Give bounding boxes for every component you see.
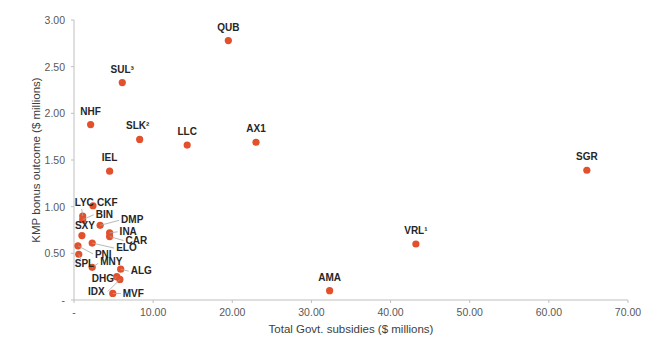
- x-tick: [469, 300, 470, 303]
- y-tick-label: 0.50: [45, 247, 66, 259]
- y-tick-label: 1.50: [45, 154, 66, 166]
- x-tick: [548, 300, 549, 303]
- point: [225, 37, 232, 44]
- leader-line: [115, 277, 117, 279]
- point: [583, 167, 590, 174]
- y-tick-label: 1.00: [45, 201, 66, 213]
- point-label: CKF: [97, 197, 118, 208]
- x-axis-line: [74, 300, 628, 301]
- x-tick: [390, 300, 391, 303]
- y-tick: [71, 66, 74, 67]
- y-tick: [71, 160, 74, 161]
- point-label: DHG: [92, 273, 114, 284]
- leader-line: [82, 209, 83, 216]
- y-tick-label: -: [62, 294, 66, 306]
- point-label: ALG: [131, 265, 152, 276]
- point-label: ELO: [116, 242, 137, 253]
- point-label: SLK²: [126, 120, 150, 131]
- point: [136, 136, 143, 143]
- y-tick: [71, 113, 74, 114]
- point-label: SGR: [576, 151, 598, 162]
- leader-line: [78, 246, 93, 254]
- x-tick: [232, 300, 233, 303]
- x-tick-label: 60.00: [536, 306, 562, 318]
- point-label: QUB: [217, 22, 239, 33]
- x-tick: [628, 300, 629, 303]
- leader-line: [110, 237, 124, 241]
- leader-line: [100, 220, 119, 225]
- point: [106, 233, 113, 240]
- chart: - 10.00 20.00 30.00 40.00 50.00 60.00 70.00 - 0.5…: [0, 0, 647, 343]
- point-label: DMP: [121, 214, 144, 225]
- point: [326, 287, 333, 294]
- point-label: VRL¹: [404, 225, 428, 236]
- point-label: BIN: [96, 209, 113, 220]
- point-label: LYC: [75, 197, 94, 208]
- points: [74, 37, 590, 297]
- point: [412, 240, 419, 247]
- y-tick: [71, 300, 74, 301]
- y-tick-label: 3.00: [45, 14, 66, 26]
- x-tick-label: 50.00: [457, 306, 483, 318]
- x-tick-label: 70.00: [615, 306, 641, 318]
- point-label: AX1: [246, 123, 266, 134]
- point-label: IEL: [102, 152, 118, 163]
- leader-line: [92, 243, 114, 248]
- point-label: SXY: [75, 220, 95, 231]
- leader-line: [110, 232, 118, 233]
- leader-line: [121, 269, 129, 271]
- x-tick: [311, 300, 312, 303]
- point-label: SPL: [75, 258, 94, 269]
- point-label: SUL³: [111, 64, 135, 75]
- x-tick-label: 30.00: [298, 306, 324, 318]
- x-tick-label: 10.00: [140, 306, 166, 318]
- x-tick-label: 40.00: [377, 306, 403, 318]
- x-axis-title: Total Govt. subsidies ($ millions): [269, 323, 434, 335]
- point: [78, 232, 85, 239]
- leader-line: [113, 293, 121, 294]
- point: [119, 79, 126, 86]
- x-tick: [153, 300, 154, 303]
- point: [252, 139, 259, 146]
- y-tick: [71, 20, 74, 21]
- y-tick-label: 2.00: [45, 107, 66, 119]
- point: [106, 168, 113, 175]
- point-label: MNY: [100, 256, 123, 267]
- y-tick: [71, 206, 74, 207]
- y-axis-title: KMP bonus outcome ($ millions): [30, 77, 42, 242]
- point-label: LLC: [177, 126, 196, 137]
- point-labels: QUB SUL³ NHF SLK² LLC AX1 SGR IEL VRL¹ AMA LYCCKFB…: [75, 22, 599, 300]
- point-label: MVF: [123, 288, 144, 299]
- point: [184, 141, 191, 148]
- point-label: AMA: [318, 272, 341, 283]
- point-label: IDX: [88, 286, 105, 297]
- x-tick-label: 20.00: [219, 306, 245, 318]
- point: [89, 239, 96, 246]
- point: [87, 121, 94, 128]
- point-label: NHF: [80, 106, 101, 117]
- y-tick-label: 2.50: [45, 61, 66, 73]
- x-tick-label: -: [72, 306, 76, 318]
- y-tick: [71, 253, 74, 254]
